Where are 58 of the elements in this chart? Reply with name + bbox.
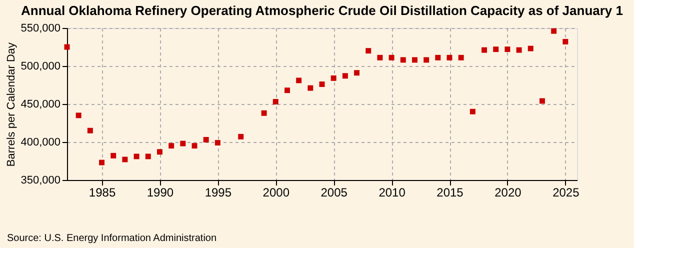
point	[284, 88, 290, 94]
point	[493, 46, 499, 52]
point	[99, 160, 105, 166]
point	[551, 28, 557, 34]
point	[354, 70, 360, 76]
y-tick-label: 550,000	[20, 22, 60, 34]
point	[424, 57, 430, 63]
x-tick-label: 2005	[320, 186, 348, 200]
point	[470, 108, 476, 114]
point	[134, 154, 140, 160]
point	[87, 128, 93, 134]
point	[145, 154, 151, 160]
x-tick-label: 2010	[378, 186, 406, 200]
point	[377, 54, 383, 60]
point	[319, 82, 325, 87]
point	[446, 54, 452, 60]
point	[516, 47, 522, 53]
source-note: Source: U.S. Energy Information Administration	[7, 233, 217, 244]
y-tick-label: 350,000	[20, 174, 60, 186]
x-tick-label: 2020	[494, 186, 522, 200]
x-tick-label: 2025	[552, 186, 580, 200]
point	[400, 57, 406, 63]
point	[435, 54, 441, 60]
point	[528, 46, 534, 52]
point	[76, 112, 82, 118]
y-tick-label: 450,000	[20, 98, 60, 110]
point	[482, 47, 488, 53]
point	[238, 134, 244, 140]
point	[308, 85, 314, 91]
point	[412, 57, 418, 63]
point	[180, 140, 186, 146]
point	[342, 73, 348, 79]
point	[156, 149, 162, 155]
point	[388, 54, 394, 60]
x-tick-label: 1985	[88, 186, 116, 200]
y-tick-label: 400,000	[20, 136, 60, 148]
y-tick-label: 500,000	[20, 60, 60, 72]
x-tick-label: 2015	[436, 186, 464, 200]
x-tick-label: 1990	[146, 186, 174, 200]
point	[261, 110, 267, 116]
point	[203, 136, 209, 142]
point	[272, 98, 278, 104]
point	[192, 143, 198, 149]
point	[504, 46, 510, 52]
point	[296, 78, 302, 84]
point	[458, 54, 464, 60]
point	[168, 143, 174, 149]
chart-title: Annual Oklahoma Refinery Operating Atmospheric Crude Oil Distillation Capacity as of January 1	[21, 3, 623, 18]
y-axis-title: Barrels per Calendar Day	[6, 42, 18, 167]
x-tick-label: 2000	[262, 186, 290, 200]
point	[330, 75, 336, 81]
point	[214, 140, 220, 146]
point	[539, 98, 545, 104]
point	[110, 152, 116, 158]
point	[562, 38, 568, 44]
point	[122, 156, 128, 162]
x-tick-label: 1995	[204, 186, 232, 200]
point	[366, 48, 372, 54]
